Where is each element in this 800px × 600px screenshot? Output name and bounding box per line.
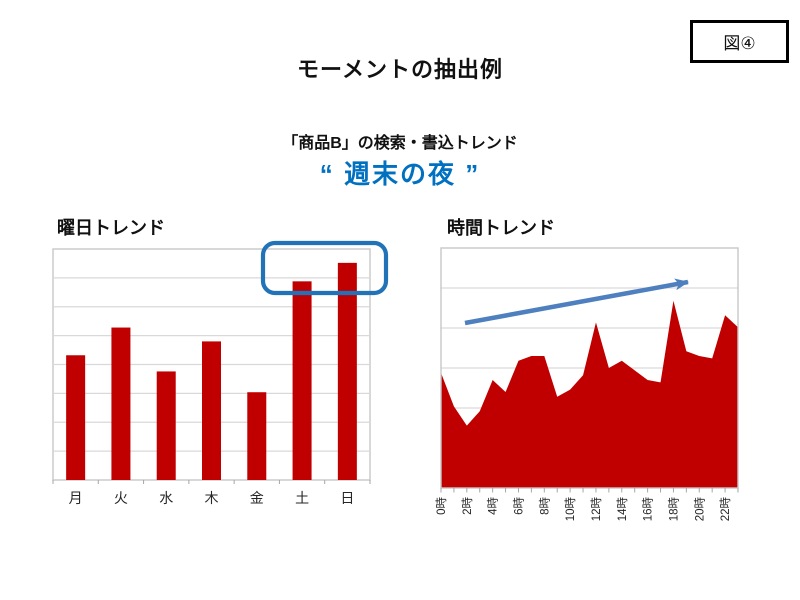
x-axis-label: 木: [205, 490, 219, 506]
figure-number-label: 図④: [723, 34, 756, 53]
page-title: モーメントの抽出例: [296, 57, 504, 82]
area-series: [441, 300, 738, 488]
weekend-highlight-box: [260, 240, 389, 296]
bar-木: [202, 341, 221, 480]
x-axis-label: 0時: [435, 497, 448, 515]
trend-arrow: [464, 278, 689, 326]
hourly-plot-border: [440, 247, 739, 489]
x-axis-label: 12時: [590, 497, 603, 522]
subtitle-highlight: “ 週末の夜 ”: [319, 159, 481, 189]
bar-金: [247, 392, 267, 480]
x-axis-label: 18時: [667, 497, 680, 522]
subtitle-line1: 「商品B」の検索・書込トレンド: [282, 135, 518, 152]
x-axis-label: 火: [114, 490, 128, 506]
bar-日: [337, 262, 357, 480]
x-axis-label: 20時: [693, 497, 706, 522]
x-axis-label: 2時: [461, 497, 474, 515]
x-axis-label: 14時: [616, 497, 629, 522]
x-axis-label: 日: [340, 490, 354, 506]
bar-月: [66, 355, 86, 480]
x-axis-label: 4時: [487, 497, 500, 515]
x-axis-label: 16時: [642, 497, 655, 522]
bar-水: [156, 371, 176, 480]
figure-number-box: 図④: [690, 20, 789, 63]
weekday-bar-chart: 月火水木金土日: [52, 240, 389, 506]
weekday-chart-title: 曜日トレンド: [57, 218, 165, 238]
x-axis-label: 水: [159, 490, 173, 506]
x-axis-label: 10時: [564, 497, 577, 522]
hourly-chart-title: 時間トレンド: [447, 218, 555, 238]
x-axis-label: 22時: [719, 497, 732, 522]
hourly-area-chart: 0時 2時 4時 6時 8時 10時 12時 14時 16時 18時 20時 22時: [435, 247, 739, 522]
bar-土: [292, 281, 312, 480]
subtitle-block: 「商品B」の検索・書込トレンド “ 週末の夜 ”: [0, 129, 800, 191]
x-axis-label: 8時: [538, 497, 551, 515]
x-axis-label: 6時: [512, 497, 525, 515]
x-axis-label: 金: [250, 490, 264, 506]
x-axis-label: 月: [69, 490, 83, 506]
bar-火: [111, 327, 131, 480]
x-axis-label: 土: [295, 490, 309, 506]
